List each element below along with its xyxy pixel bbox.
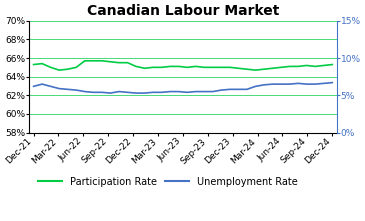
Legend: Participation Rate, Unemployment Rate: Participation Rate, Unemployment Rate	[34, 173, 301, 190]
Text: ECONODAY.: ECONODAY.	[277, 204, 325, 213]
Title: Canadian Labour Market: Canadian Labour Market	[87, 4, 279, 18]
